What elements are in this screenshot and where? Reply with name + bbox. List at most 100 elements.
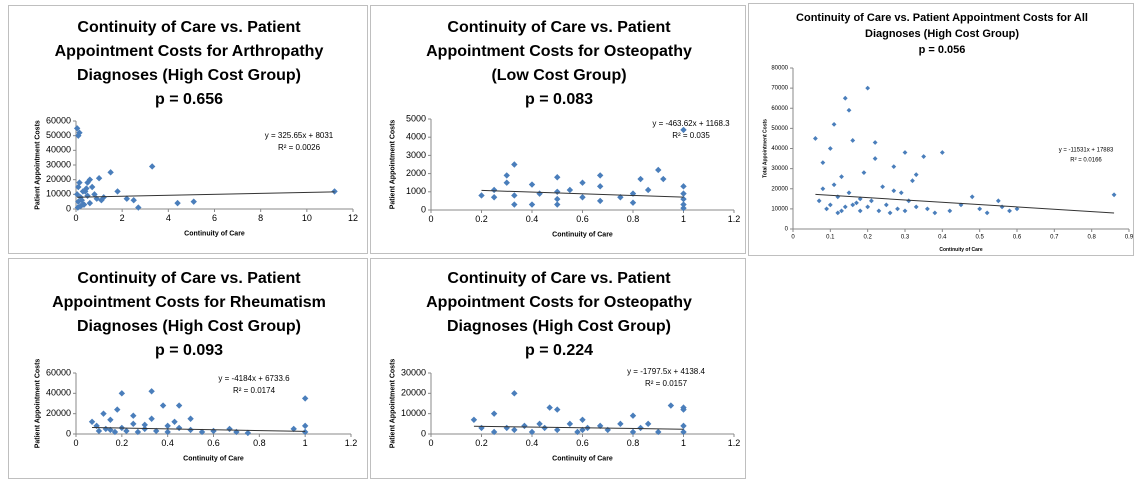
x-tick-label: 1.2 bbox=[345, 438, 358, 448]
data-point bbox=[596, 183, 604, 190]
data-point bbox=[913, 172, 919, 178]
data-point bbox=[74, 204, 82, 211]
data-point bbox=[566, 420, 574, 428]
x-tick-label: 0.8 bbox=[627, 214, 640, 224]
data-point bbox=[148, 163, 156, 170]
data-point bbox=[617, 420, 624, 428]
data-point bbox=[895, 206, 900, 212]
data-point bbox=[536, 190, 543, 197]
data-point bbox=[831, 182, 837, 188]
chart-panel: Continuity of Care vs. Patient Appointme… bbox=[370, 258, 746, 479]
data-point bbox=[511, 426, 518, 434]
data-point bbox=[839, 208, 844, 214]
data-point bbox=[503, 179, 510, 186]
data-point bbox=[1007, 208, 1012, 214]
x-tick-label: 8 bbox=[258, 213, 263, 223]
data-point bbox=[100, 194, 107, 201]
data-point bbox=[528, 181, 536, 188]
data-point bbox=[902, 150, 908, 155]
data-point bbox=[528, 201, 536, 208]
data-point bbox=[839, 174, 844, 180]
data-point bbox=[655, 428, 662, 436]
data-point bbox=[999, 204, 1005, 210]
x-tick-label: 10 bbox=[302, 213, 312, 223]
data-point bbox=[490, 428, 498, 436]
y-tick-label: 30000 bbox=[771, 166, 788, 172]
data-point bbox=[947, 208, 953, 214]
chart-subtitle: p = 0.083 bbox=[524, 91, 594, 108]
data-point bbox=[579, 426, 586, 434]
data-point bbox=[824, 206, 829, 212]
x-tick-label: 0.6 bbox=[576, 438, 589, 448]
chart-panel: Continuity of Care vs. Patient Appointme… bbox=[370, 5, 746, 254]
x-tick-label: 0.8 bbox=[1087, 235, 1096, 241]
data-point bbox=[629, 199, 637, 206]
y-tick-label: 20000 bbox=[401, 388, 426, 398]
y-tick-label: 60000 bbox=[46, 367, 71, 377]
data-point bbox=[107, 426, 114, 434]
trendline bbox=[92, 426, 306, 432]
data-point bbox=[541, 424, 548, 432]
x-tick-label: 12 bbox=[348, 213, 358, 223]
chart-panel: Continuity of Care vs. Patient Appointme… bbox=[8, 5, 368, 254]
y-tick-label: 0 bbox=[785, 227, 789, 233]
trendline bbox=[481, 189, 684, 198]
x-tick-label: 0.6 bbox=[576, 214, 589, 224]
data-point bbox=[171, 418, 178, 425]
data-point bbox=[76, 129, 83, 136]
plot: 0 1000 2000 3000 4000 5000 0 0.2 0.4 0.6 0.8 1 1.2 Co… bbox=[389, 113, 740, 238]
data-point bbox=[617, 194, 624, 201]
data-point bbox=[93, 195, 100, 202]
plot: 0 10000 20000 30000 0 0.2 0.4 0.6 0.8 1 1.2 Continu… bbox=[389, 359, 740, 463]
y-tick-label: 30000 bbox=[401, 367, 426, 377]
data-point bbox=[187, 426, 194, 434]
x-tick-label: 0.1 bbox=[826, 235, 835, 241]
data-point bbox=[554, 406, 561, 413]
data-point bbox=[579, 416, 586, 423]
data-point bbox=[78, 197, 85, 204]
y-tick-label: 50000 bbox=[46, 130, 71, 140]
x-tick-label: 2 bbox=[120, 213, 125, 223]
trend-annotation: R² = 0.035 bbox=[672, 131, 710, 140]
data-point bbox=[95, 427, 103, 435]
data-point bbox=[86, 199, 94, 207]
chart-subtitle: p = 0.056 bbox=[918, 44, 966, 56]
x-tick-label: 1 bbox=[303, 438, 308, 448]
data-point bbox=[865, 204, 871, 210]
y-tick-label: 0 bbox=[421, 204, 426, 214]
data-point bbox=[680, 204, 687, 212]
data-point bbox=[629, 412, 637, 419]
x-axis-label: Continuity of Care bbox=[939, 247, 983, 253]
data-point bbox=[226, 425, 233, 433]
y-tick-label: 60000 bbox=[46, 115, 71, 125]
x-tick-label: 0 bbox=[428, 438, 433, 448]
data-point bbox=[490, 186, 498, 194]
data-point bbox=[857, 208, 863, 214]
data-point bbox=[869, 198, 874, 204]
data-point bbox=[680, 126, 687, 134]
data-point bbox=[846, 190, 852, 196]
data-point bbox=[644, 420, 652, 428]
chart-subtitle: p = 0.093 bbox=[154, 342, 224, 359]
trend-annotation: y = -463.62x + 1168.3 bbox=[652, 119, 730, 128]
trend-annotation: y = -4184x + 6733.6 bbox=[218, 374, 290, 383]
y-axis-label: Total Appointment Costs bbox=[763, 119, 769, 178]
y-tick-label: 0 bbox=[66, 203, 71, 213]
data-point bbox=[891, 164, 897, 170]
data-point bbox=[164, 422, 171, 430]
data-point bbox=[76, 179, 83, 186]
data-point bbox=[164, 428, 171, 436]
data-point bbox=[174, 199, 181, 207]
data-point bbox=[554, 201, 561, 208]
trend-annotation: y = -11531x + 17883 bbox=[1059, 148, 1114, 154]
data-point bbox=[1111, 192, 1117, 198]
data-point bbox=[73, 125, 81, 132]
data-point bbox=[290, 425, 297, 433]
data-point bbox=[141, 421, 148, 429]
data-point bbox=[511, 390, 518, 397]
data-point bbox=[995, 198, 1001, 204]
x-tick-label: 0.2 bbox=[475, 438, 488, 448]
y-axis-label: Patient Appointment Costs bbox=[389, 359, 396, 449]
data-point bbox=[846, 107, 852, 113]
